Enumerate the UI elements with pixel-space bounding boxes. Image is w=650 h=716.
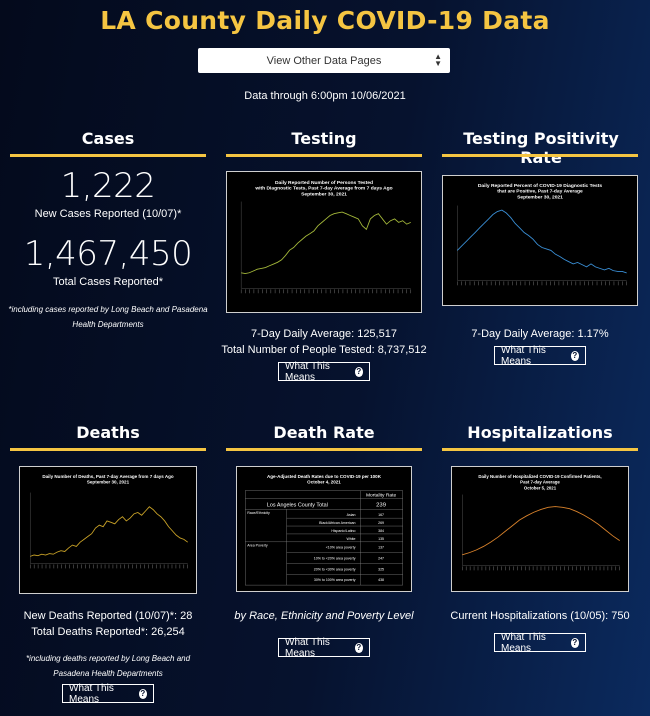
deaths-chart: Daily Number of Deaths, Past 7-day Avera… <box>19 466 197 594</box>
rate-row-label: 10% to <20% area poverty <box>314 557 356 561</box>
question-icon: ? <box>570 637 579 648</box>
hosp-chart-title-3: October 5, 2021 <box>524 486 557 491</box>
county-total-value: 239 <box>376 502 386 508</box>
total-cases-value: 1,467,450 <box>23 234 193 274</box>
death-rate-table-title-1: Age-Adjusted Death Rates due to COVID-19… <box>267 474 382 479</box>
poverty-group-label: Area Poverty <box>247 544 268 548</box>
question-icon: ? <box>138 688 147 699</box>
total-cases-label: Total Cases Reported* <box>52 276 164 288</box>
positivity-chart-title-3: September 30, 2021 <box>517 195 563 201</box>
positivity-series-line <box>456 209 627 274</box>
rate-row-value: 135 <box>378 537 384 541</box>
select-arrows-icon: ▲ ▼ <box>434 52 442 68</box>
hospitalizations-heading: Hospitalizations <box>467 423 613 442</box>
new-cases-value: 1,222 <box>60 166 156 206</box>
rate-row-label: <10% area poverty <box>326 546 356 550</box>
rate-row-label: Black/African American <box>319 521 355 525</box>
testing-chart-title-3: September 30, 2021 <box>301 192 347 198</box>
death-rate-heading: Death Rate <box>273 423 375 442</box>
hosp-axes <box>462 494 620 566</box>
rate-row-value: 247 <box>378 557 384 561</box>
deaths-series-line <box>30 506 188 557</box>
positivity-chart-title-1: Daily Reported Percent of COVID-19 Diagn… <box>478 183 603 189</box>
death-rate-caption: by Race, Ethnicity and Poverty Level <box>234 610 414 622</box>
death-rate-rule <box>226 448 422 451</box>
select-value: View Other Data Pages <box>266 54 382 67</box>
positivity-rule <box>442 154 638 157</box>
death-rate-table-title-2: October 4, 2021 <box>307 480 341 485</box>
positivity-what-this-means-button[interactable]: What This Means? <box>494 345 586 367</box>
testing-chart-title-1: Daily Reported Number of Persons Tested <box>275 180 373 186</box>
deaths-footnote: *including deaths reported by Long Beach… <box>25 654 191 678</box>
hospitalizations-chart: Daily Number of Hospitalized COVID-19 Co… <box>451 466 629 592</box>
current-hospitalizations: Current Hospitalizations (10/05): 750 <box>450 610 630 622</box>
cases-heading: Cases <box>81 129 135 148</box>
hosp-chart-title-1: Daily Number of Hospitalized COVID-19 Co… <box>478 474 601 479</box>
positivity-chart-title-2: that are Positive, Past 7-day Average <box>497 189 583 195</box>
rate-row-value: 438 <box>378 578 384 582</box>
hospitalizations-what-this-means-button[interactable]: What This Means? <box>494 632 586 654</box>
testing-axes <box>240 201 411 289</box>
testing-chart: Daily Reported Number of Persons Tested … <box>226 171 422 313</box>
testing-what-this-means-button[interactable]: What This Means? <box>278 361 370 383</box>
rate-row-label: 20% to <30% area poverty <box>314 567 356 571</box>
cases-rule <box>10 154 206 157</box>
hospitalizations-rule <box>442 448 638 451</box>
rate-row-value: 269 <box>378 521 384 525</box>
rate-row-label: 30% to 100% area poverty <box>314 578 356 582</box>
page-title: LA County Daily COVID-19 Data <box>100 6 550 35</box>
testing-series-line <box>241 211 411 275</box>
total-deaths-text: Total Deaths Reported*: 26,254 <box>31 626 185 638</box>
cases-footnote: *including cases reported by Long Beach … <box>8 305 208 329</box>
rate-row-value: 137 <box>378 546 384 550</box>
deaths-heading: Deaths <box>76 423 140 442</box>
deaths-chart-title-1: Daily Number of Deaths, Past 7-day Avera… <box>42 474 173 479</box>
testing-heading: Testing <box>291 129 357 148</box>
positivity-heading: Testing Positivity Rate <box>463 129 619 167</box>
rate-row-label: White <box>346 537 355 541</box>
mortality-rate-header: Mortality Rate <box>366 493 397 499</box>
testing-average: 7-Day Daily Average: 125,517 <box>251 328 397 340</box>
rate-row-value: 325 <box>378 567 384 571</box>
deaths-what-this-means-button[interactable]: What This Means? <box>62 683 154 705</box>
testing-total: Total Number of People Tested: 8,737,512 <box>221 344 427 356</box>
testing-rule <box>226 154 422 157</box>
death-rate-table: Age-Adjusted Death Rates due to COVID-19… <box>236 466 412 592</box>
deaths-chart-title-2: September 30, 2021 <box>87 480 130 485</box>
question-icon: ? <box>570 350 579 361</box>
rate-row-value: 167 <box>378 513 384 517</box>
data-through-text: Data through 6:00pm 10/06/2021 <box>244 90 406 102</box>
positivity-axes <box>457 205 627 281</box>
question-icon: ? <box>354 366 363 377</box>
rate-row-label: Hispanic/Latino <box>331 529 355 533</box>
testing-chart-title-2: with Diagnostic Tests, Past 7-day Averag… <box>254 186 392 192</box>
hosp-chart-title-2: Past 7-day Average <box>520 480 560 485</box>
positivity-average: 7-Day Daily Average: 1.17% <box>471 328 609 340</box>
death-rate-what-this-means-button[interactable]: What This Means? <box>278 637 370 659</box>
deaths-axes <box>30 492 188 564</box>
rate-row-label: Asian <box>347 513 356 517</box>
data-pages-select[interactable]: View Other Data Pages ▲ ▼ <box>198 48 450 73</box>
race-group-label: Race/Ethnicity <box>247 511 270 515</box>
positivity-chart: Daily Reported Percent of COVID-19 Diagn… <box>442 175 638 306</box>
new-cases-label: New Cases Reported (10/07)* <box>34 208 182 220</box>
question-icon: ? <box>354 642 363 653</box>
hosp-series-line <box>462 506 620 556</box>
county-total-label: Los Angeles County Total <box>267 502 328 508</box>
rate-row-value: 384 <box>378 529 384 533</box>
deaths-rule <box>10 448 206 451</box>
new-deaths-text: New Deaths Reported (10/07)*: 28 <box>23 610 193 622</box>
